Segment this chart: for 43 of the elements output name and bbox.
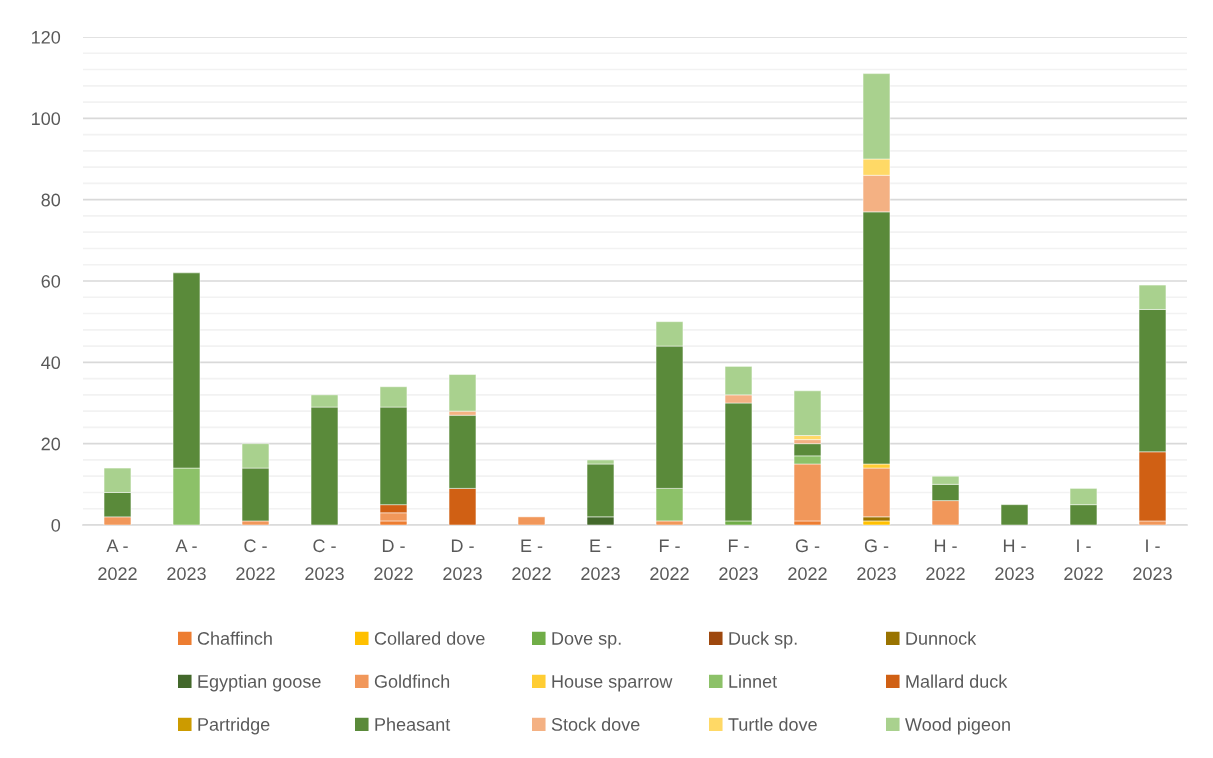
x-tick-label: G - 2023 [857, 539, 896, 581]
legend-label: Wood pigeon [905, 717, 1010, 735]
bar [448, 374, 477, 412]
y-tick-label: 60 [41, 274, 61, 288]
legend-label: Collared dove [374, 631, 485, 645]
legend-label: Dunnock [906, 631, 977, 645]
y-tick-label: 80 [41, 193, 61, 207]
x-tick-label: I - 2022 [1064, 539, 1103, 581]
x-tick-label: E - 2023 [581, 539, 620, 581]
y-tick-label: 0 [51, 518, 61, 532]
bar [793, 390, 822, 436]
bar [1000, 504, 1029, 525]
x-tick-label: A - 2023 [167, 539, 206, 581]
legend-label: House sparrow [552, 675, 673, 692]
bar [862, 467, 891, 518]
legend-label: Duck sp. [729, 631, 797, 649]
x-tick-label: F - 2022 [650, 539, 689, 581]
x-tick-label: H - 2023 [995, 539, 1034, 581]
legend-label: Goldfinch [374, 674, 450, 688]
legend-label: Stock dove [551, 717, 640, 731]
legend-label: Dove sp. [552, 632, 621, 649]
y-tick-label: 40 [41, 356, 61, 370]
x-tick-label: G - 2022 [788, 539, 827, 581]
legend-label: Linnet [729, 674, 778, 688]
legend-label: Pheasant [375, 717, 451, 731]
bar [517, 516, 546, 525]
x-tick-label: D - 2023 [443, 539, 482, 581]
x-tick-label: C - 2022 [236, 539, 275, 581]
legend-label: Mallard duck [906, 674, 1008, 688]
y-tick-label: 20 [41, 437, 61, 451]
x-tick-label: H - 2022 [926, 539, 965, 581]
x-tick-label: E - 2022 [512, 539, 551, 581]
x-tick-label: D - 2022 [374, 539, 413, 581]
x-tick-label: I - 2023 [1133, 539, 1172, 581]
y-tick-label: 100 [32, 112, 61, 126]
legend-label: Egyptian goose [198, 674, 321, 692]
legend-label: Turtle dove [728, 717, 817, 731]
x-tick-label: A - 2022 [98, 539, 137, 581]
x-tick-label: F - 2023 [719, 539, 758, 581]
y-tick-label: 120 [32, 30, 61, 44]
x-tick-label: C - 2023 [305, 539, 344, 581]
legend-label: Partridge [198, 717, 270, 735]
legend-label: Chaffinch [197, 631, 272, 645]
